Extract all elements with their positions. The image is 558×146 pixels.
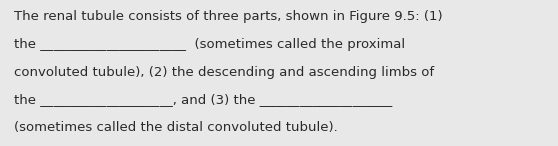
Text: the ____________________, and (3) the ____________________: the ____________________, and (3) the __…: [14, 93, 392, 106]
Text: (sometimes called the distal convoluted tubule).: (sometimes called the distal convoluted …: [14, 121, 338, 134]
Text: the ______________________  (sometimes called the proximal: the ______________________ (sometimes ca…: [14, 38, 405, 51]
Text: convoluted tubule), (2) the descending and ascending limbs of: convoluted tubule), (2) the descending a…: [14, 66, 434, 79]
Text: The renal tubule consists of three parts, shown in Figure 9.5: (1): The renal tubule consists of three parts…: [14, 10, 442, 23]
